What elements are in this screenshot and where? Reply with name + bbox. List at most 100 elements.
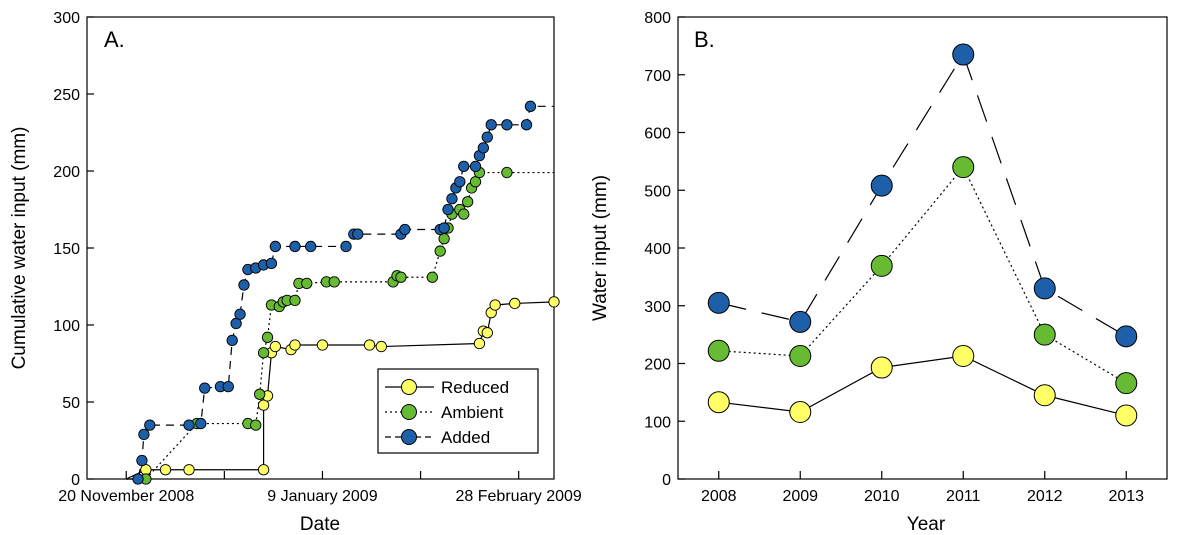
y-tick-label: 300 [644,299,671,316]
point-added [454,176,466,188]
y-tick-label: 150 [53,241,80,258]
point-ambient [870,254,893,277]
point-reduced [316,339,329,351]
x-tick-label: 20 November 2008 [58,488,194,505]
legend-entry-added: Added [385,428,490,447]
panel-a-legend: Reduced Ambient Added [377,368,539,454]
point-added [265,257,278,270]
legend-entry-reduced: Reduced [385,378,509,397]
point-reduced [1033,384,1056,407]
x-tick-label: 2012 [1027,488,1063,505]
point-added [289,240,301,253]
legend-label-ambient: Ambient [441,403,504,422]
point-ambient [462,196,474,208]
point-added [238,279,250,291]
legend-marker-reduced [401,379,417,395]
point-added [340,240,352,253]
y-tick-label: 200 [644,357,671,374]
series-line-ambient [718,166,1127,384]
panel-b-label: B. [694,27,715,52]
point-reduced [1115,404,1138,427]
legend-label-reduced: Reduced [441,378,509,397]
point-added [352,228,364,240]
y-tick-label: 600 [644,126,671,143]
x-tick-label: 2010 [864,488,900,505]
point-added [707,291,730,314]
y-tick-label: 250 [53,87,80,104]
panel-a-x-axis-label: Date [300,514,340,535]
panel-b-series [707,43,1138,427]
y-tick-label: 300 [53,10,80,27]
point-reduced [363,339,376,351]
point-added [485,119,497,131]
panel-a: A. Date Cumulative water input (mm) 0 50 1… [9,10,582,535]
point-ambient [1115,372,1138,395]
point-ambient [458,208,470,220]
point-ambient [789,344,812,367]
point-reduced [269,340,282,353]
series-line-reduced [718,355,1127,417]
point-added [524,100,537,112]
y-tick-label: 100 [53,318,80,335]
point-added [477,142,490,154]
point-ambient [257,347,270,359]
point-added [132,473,144,485]
point-added [183,419,195,431]
point-reduced [509,297,521,310]
point-reduced [707,391,730,414]
point-ambient [328,276,340,288]
legend-marker-ambient [401,404,417,420]
y-tick-label: 0 [71,472,80,489]
point-reduced [870,356,893,379]
point-ambient [952,156,975,179]
x-tick-label: 2011 [946,488,981,505]
point-ambient [254,388,266,400]
panel-b-x-ticks: 2008 2009 2010 2011 2012 2013 [701,471,1144,505]
point-reduced [375,340,387,353]
y-tick-label: 800 [644,10,671,27]
y-tick-label: 500 [644,183,671,200]
point-added [222,380,234,393]
point-added [481,131,493,143]
panel-b-y-ticks: 0 100 200 300 400 500 600 700 800 [644,10,685,489]
point-added [136,454,148,467]
point-added [1033,277,1056,300]
point-reduced [183,464,195,476]
panel-a-y-ticks: 0 50 100 150 200 250 300 [53,10,94,489]
panel-a-x-ticks: 20 November 2008 9 January 2009 28 Februar… [58,471,582,505]
point-reduced [159,464,172,476]
y-tick-label: 200 [53,164,80,181]
point-added [144,419,156,431]
panel-b-x-axis-label: Year [907,514,946,535]
point-ambient [707,339,730,362]
point-ambient [289,294,301,307]
point-added [952,43,975,66]
point-added [138,428,150,440]
point-added [199,382,211,394]
point-added [195,417,207,430]
panel-b-plot-frame [677,16,1168,480]
y-tick-label: 700 [644,68,671,85]
panel-a-label: A. [104,27,125,52]
point-ambient [261,331,274,343]
legend-entry-ambient: Ambient [385,403,504,422]
panel-b-y-axis-label: Water input (mm) [590,175,611,321]
point-added [501,119,513,131]
panel-a-y-axis-label: Cumulative water input (mm) [9,127,30,370]
point-added [1115,325,1138,348]
point-ambient [1033,323,1056,346]
point-added [446,193,458,205]
point-ambient [501,166,513,179]
point-reduced [548,296,560,308]
x-tick-label: 9 January 2009 [267,488,377,505]
point-reduced [473,337,486,350]
panel-a-series [118,100,560,485]
series-line-added [718,53,1127,337]
y-tick-label: 100 [644,414,671,431]
point-added [458,160,470,173]
point-reduced [789,401,812,424]
point-added [520,119,533,131]
x-tick-label: 28 February 2009 [456,488,582,505]
point-added [269,240,282,253]
